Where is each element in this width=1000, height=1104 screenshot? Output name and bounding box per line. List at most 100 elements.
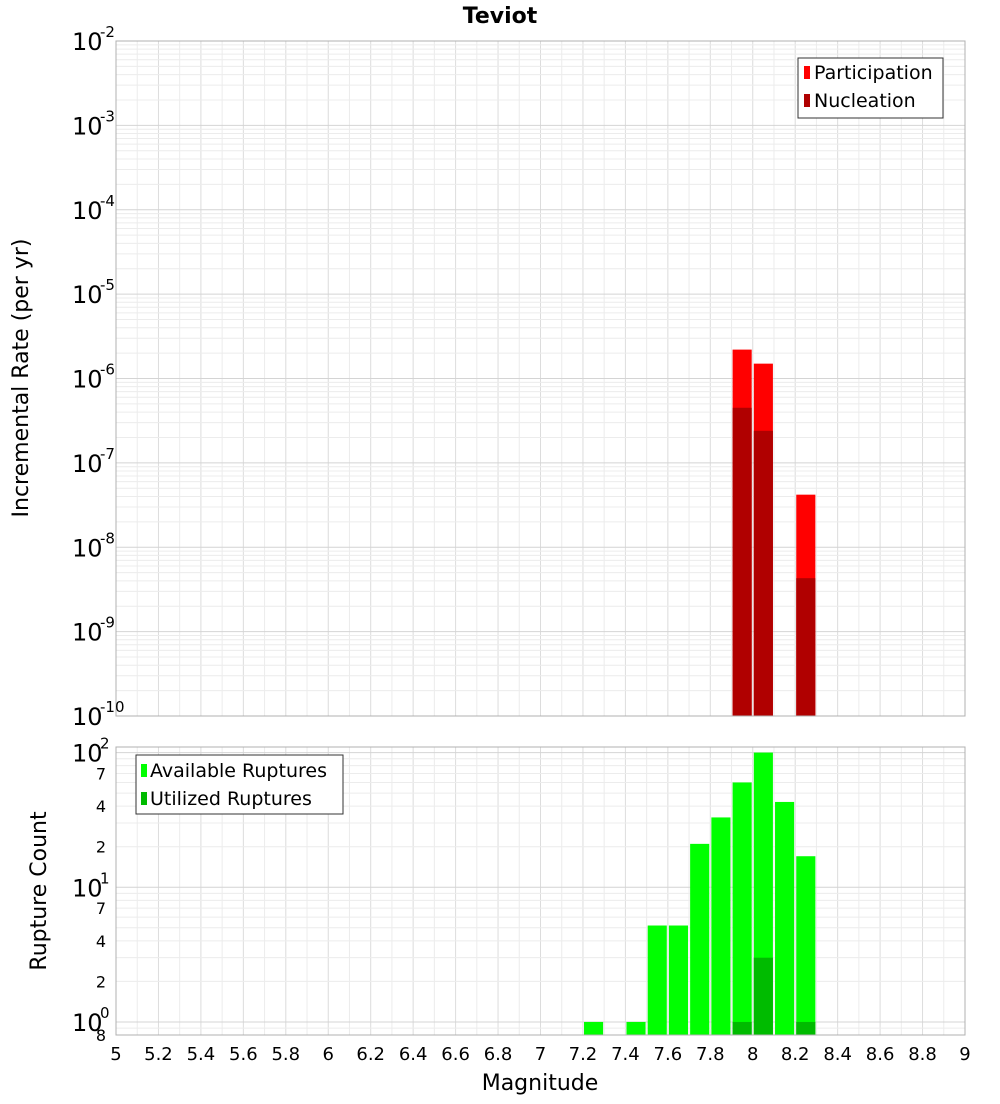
svg-text:-4: -4	[100, 192, 115, 210]
x-tick-label: 7.8	[696, 1044, 725, 1065]
top-y-axis-label: Incremental Rate (per yr)	[9, 239, 34, 518]
legend-label-nucleation: Nucleation	[814, 90, 916, 112]
bottom-panel-frame	[115, 746, 966, 1036]
x-tick-label: 7.4	[611, 1044, 640, 1065]
legend-swatch-participation	[804, 66, 810, 79]
y-tick-label: 10-6	[72, 361, 115, 394]
y-minor-tick-label: 7	[96, 899, 106, 918]
y-tick-label: 10-3	[72, 107, 115, 140]
svg-text:-3: -3	[100, 107, 115, 125]
svg-text:-9: -9	[100, 614, 115, 632]
bar-available-ruptures-m7.95	[732, 782, 752, 1035]
svg-text:-10: -10	[100, 698, 125, 716]
bottom-panel-bars	[584, 752, 816, 1035]
bar-nucleation-m8.05	[753, 430, 773, 716]
x-tick-label: 5.4	[187, 1044, 216, 1065]
x-tick-label: 7	[535, 1044, 546, 1065]
y-tick-label: 100	[72, 1004, 110, 1037]
bar-available-ruptures-m7.85	[711, 817, 731, 1035]
y-tick-label: 10-4	[72, 192, 115, 225]
bar-available-ruptures-m8.15	[775, 801, 795, 1035]
x-tick-label: 7.6	[654, 1044, 683, 1065]
x-tick-label: 7.2	[569, 1044, 598, 1065]
bar-utilized-ruptures-m8.25	[796, 1021, 816, 1035]
legend-label-available-ruptures: Available Ruptures	[150, 760, 327, 782]
y-tick-label: 10-9	[72, 614, 115, 647]
svg-text:10: 10	[72, 366, 103, 394]
svg-text:10: 10	[72, 1009, 103, 1037]
svg-text:10: 10	[72, 619, 103, 647]
x-tick-label: 6.6	[441, 1044, 470, 1065]
x-tick-label: 5.6	[229, 1044, 258, 1065]
bar-nucleation-m8.25	[796, 578, 816, 716]
y-tick-label: 102	[72, 735, 110, 768]
y-tick-label: 10-5	[72, 276, 115, 309]
x-tick-label: 5	[110, 1044, 121, 1065]
y-minor-tick-label: 2	[96, 838, 106, 857]
svg-text:-5: -5	[100, 276, 115, 294]
svg-text:0: 0	[100, 1004, 110, 1022]
x-tick-label: 6.2	[356, 1044, 385, 1065]
legend-swatch-nucleation	[804, 94, 810, 107]
y-minor-tick-label: 4	[96, 797, 106, 816]
svg-text:10: 10	[72, 281, 103, 309]
legend-swatch-available-ruptures	[141, 764, 147, 777]
y-tick-label: 10-10	[72, 698, 125, 731]
bar-utilized-ruptures-m7.95	[732, 1021, 752, 1035]
y-minor-tick-label: 2	[96, 972, 106, 991]
svg-text:10: 10	[72, 112, 103, 140]
y-tick-label: 10-7	[72, 445, 115, 478]
x-tick-label: 9	[959, 1044, 970, 1065]
y-minor-tick-label: 4	[96, 932, 106, 951]
x-tick-label: 5.2	[144, 1044, 173, 1065]
svg-text:10: 10	[72, 197, 103, 225]
svg-text:10: 10	[72, 450, 103, 478]
bar-available-ruptures-m7.25	[584, 1021, 604, 1035]
x-tick-label: 8.6	[866, 1044, 895, 1065]
bar-available-ruptures-m7.45	[626, 1021, 646, 1035]
svg-text:10: 10	[72, 703, 103, 731]
y-tick-label: 101	[72, 869, 110, 902]
bar-available-ruptures-m7.65	[668, 925, 689, 1035]
x-tick-label: 8.2	[781, 1044, 810, 1065]
x-tick-label: 6.8	[484, 1044, 513, 1065]
bar-nucleation-m7.95	[732, 407, 752, 716]
svg-text:2: 2	[100, 735, 110, 753]
x-axis-label: Magnitude	[482, 1071, 599, 1096]
x-tick-label: 6.4	[399, 1044, 428, 1065]
bar-available-ruptures-m7.55	[647, 925, 667, 1035]
legend-label-utilized-ruptures: Utilized Ruptures	[150, 788, 312, 810]
bottom-y-axis-label: Rupture Count	[27, 811, 52, 971]
x-tick-label: 6	[323, 1044, 334, 1065]
svg-text:10: 10	[72, 740, 103, 768]
svg-text:-7: -7	[100, 445, 115, 463]
bar-available-ruptures-m8.25	[796, 856, 816, 1035]
bar-utilized-ruptures-m8.05	[753, 957, 773, 1035]
bar-available-ruptures-m7.75	[690, 843, 710, 1035]
x-tick-label: 8	[747, 1044, 758, 1065]
top-panel-bars	[732, 349, 816, 716]
svg-text:1: 1	[100, 869, 110, 887]
top-panel-grid	[115, 41, 966, 717]
bottom-legend-box	[135, 754, 344, 815]
x-tick-label: 8.8	[908, 1044, 937, 1065]
svg-text:10: 10	[72, 534, 103, 562]
legend-swatch-utilized-ruptures	[141, 792, 147, 805]
svg-text:10: 10	[72, 874, 103, 902]
svg-text:-2: -2	[100, 23, 115, 41]
chart-title: Teviot	[463, 4, 538, 29]
y-tick-label: 10-8	[72, 529, 115, 562]
top-legend: Participation Nucleation	[797, 57, 944, 119]
y-minor-tick-label: 7	[96, 764, 106, 783]
top-panel-frame	[115, 40, 966, 717]
y-minor-tick-label: 8	[96, 1026, 106, 1045]
x-tick-label: 8.4	[823, 1044, 852, 1065]
y-tick-label: 10-2	[72, 23, 115, 56]
x-tick-label: 5.8	[271, 1044, 300, 1065]
bottom-legend: Available Ruptures Utilized Ruptures	[135, 754, 344, 815]
svg-text:10: 10	[72, 28, 103, 56]
